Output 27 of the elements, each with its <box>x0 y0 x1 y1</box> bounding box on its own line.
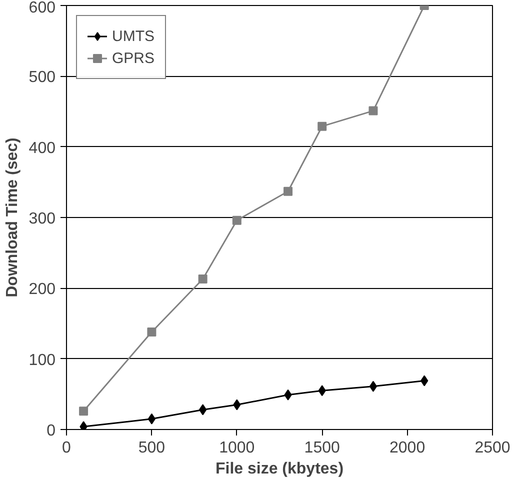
point <box>198 274 208 284</box>
legend-label: GPRS <box>112 50 155 66</box>
point <box>318 122 327 131</box>
point <box>79 406 88 416</box>
x-axis-title: File size (kbytes) <box>215 460 344 478</box>
y-tick-label: 600 <box>28 0 56 16</box>
legend-label: UMTS <box>112 28 154 44</box>
point <box>232 216 242 225</box>
y-tick-label: 200 <box>28 281 56 298</box>
x-tick-label: 1500 <box>304 440 340 456</box>
y-tick-label: 400 <box>28 140 56 157</box>
x-tick-label: 0 <box>62 440 72 456</box>
x-tick-label: 500 <box>138 440 166 456</box>
point <box>368 106 378 116</box>
y-tick-label: 300 <box>28 210 56 228</box>
y-axis-title: Download Time (sec) <box>4 138 21 298</box>
point <box>148 413 156 424</box>
point <box>147 327 156 336</box>
point <box>198 404 207 416</box>
y-tick-label: 500 <box>28 69 56 86</box>
y-tick-label: 100 <box>28 352 56 369</box>
y-tick-label: 0 <box>46 422 56 440</box>
point <box>369 380 378 392</box>
x-tick-label: 2000 <box>390 440 426 456</box>
x-tick-label: 2500 <box>474 440 510 456</box>
point <box>284 186 293 196</box>
x-tick-label: 1000 <box>219 440 255 456</box>
